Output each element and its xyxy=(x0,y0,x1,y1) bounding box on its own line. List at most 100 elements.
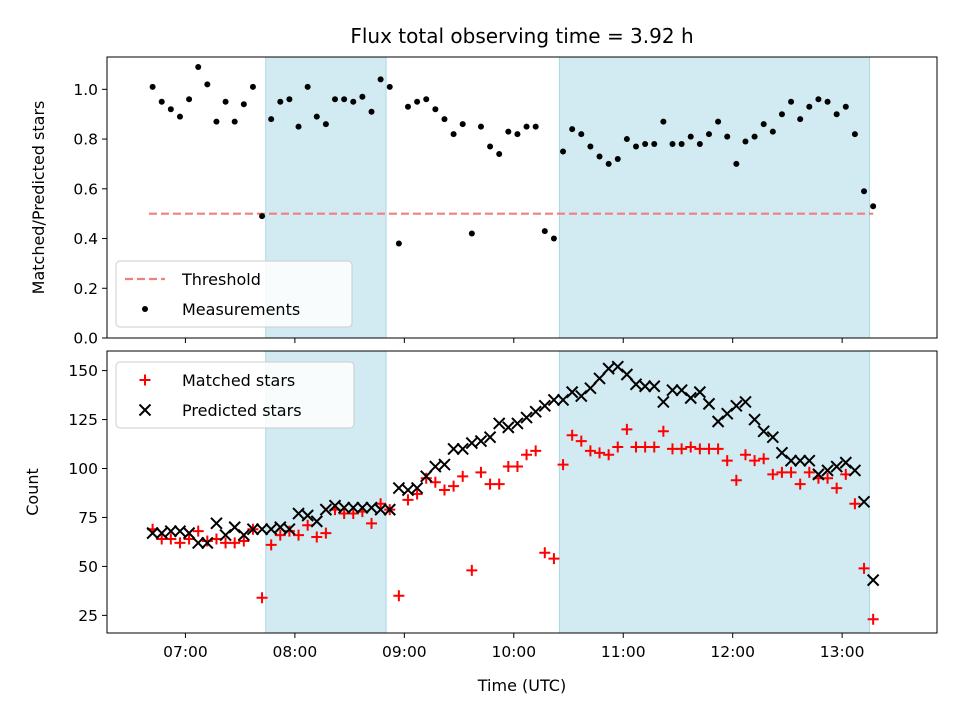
legend-measurement-swatch xyxy=(142,306,148,312)
matched-point xyxy=(849,498,861,510)
y-axis-title: Matched/Predicted stars xyxy=(29,101,48,295)
matched-point xyxy=(311,531,323,543)
matched-point xyxy=(749,455,761,467)
predicted-point xyxy=(830,460,843,473)
measurement-point xyxy=(742,138,749,145)
predicted-point xyxy=(356,501,369,514)
matched-point xyxy=(256,592,268,604)
predicted-point xyxy=(210,517,223,530)
predicted-point xyxy=(328,499,342,512)
measurement-point xyxy=(368,108,375,115)
y-axis-title: Count xyxy=(23,468,42,516)
matched-point xyxy=(794,478,806,490)
predicted-point xyxy=(766,430,780,444)
matched-point xyxy=(229,537,241,549)
predicted-point xyxy=(337,501,351,514)
predicted-point xyxy=(629,378,643,391)
predicted-point xyxy=(739,395,752,409)
matched-point xyxy=(739,449,751,461)
measurement-point xyxy=(332,96,339,103)
measurement-point xyxy=(359,93,366,100)
measurement-point xyxy=(496,150,503,157)
predicted-point xyxy=(319,503,333,516)
measurement-point xyxy=(149,83,156,90)
measurement-point xyxy=(213,118,220,125)
predicted-point xyxy=(821,464,834,477)
matched-point xyxy=(265,539,277,551)
matched-point xyxy=(393,590,405,602)
predicted-point xyxy=(602,362,615,375)
predicted-point xyxy=(310,515,323,528)
matched-point xyxy=(493,478,505,490)
measurement-point xyxy=(614,155,621,162)
measurement-point xyxy=(441,116,448,123)
measurement-point xyxy=(222,98,229,105)
matched-point xyxy=(238,535,250,547)
measurement-point xyxy=(468,230,475,237)
measurement-point xyxy=(687,133,694,140)
predicted-point xyxy=(173,524,187,538)
legend-predicted-swatch xyxy=(138,403,152,417)
predicted-point xyxy=(593,372,606,385)
measurement-point xyxy=(569,126,576,133)
predicted-point xyxy=(383,503,396,516)
predicted-point xyxy=(584,382,597,395)
measurement-point xyxy=(259,213,266,220)
matched-point xyxy=(375,498,387,510)
matched-point xyxy=(429,476,441,488)
matched-point xyxy=(274,529,286,541)
predicted-point xyxy=(365,501,378,514)
matched-point xyxy=(293,529,305,541)
measurement-point xyxy=(395,240,402,247)
predicted-point xyxy=(511,417,524,430)
measurement-point xyxy=(322,121,329,128)
predicted-point xyxy=(866,573,880,587)
predicted-point xyxy=(392,481,406,495)
predicted-point xyxy=(164,524,178,538)
measurement-point xyxy=(769,128,776,135)
ratio-panel: 0.0 0.2 0.4 0.6 0.8 1.0 Matched/Predicted star… xyxy=(29,56,938,348)
matched-point xyxy=(858,562,870,574)
measurement-point xyxy=(651,141,658,148)
predicted-point xyxy=(730,399,743,413)
matched-point xyxy=(566,429,578,441)
shaded-interval xyxy=(558,351,871,633)
matched-point xyxy=(584,445,596,457)
measurement-point xyxy=(870,203,877,210)
legend-box xyxy=(115,260,353,328)
axes-frame xyxy=(106,56,938,339)
matched-point xyxy=(575,435,587,447)
y-tick-label: 75 xyxy=(78,509,98,527)
matched-point xyxy=(867,613,879,625)
legend-label: Measurements xyxy=(182,300,300,319)
predicted-point xyxy=(283,523,296,536)
x-tick-label: 10:00 xyxy=(491,643,536,661)
measurement-point xyxy=(623,136,630,143)
predicted-point xyxy=(502,421,515,434)
measurement-point xyxy=(751,133,758,140)
matched-point xyxy=(712,443,724,455)
y-tick-label: 50 xyxy=(78,558,98,576)
matched-point xyxy=(594,447,606,459)
measurement-point xyxy=(760,121,767,128)
predicted-point xyxy=(648,380,661,393)
predicted-point xyxy=(693,385,707,399)
measurement-point xyxy=(733,160,740,167)
y-tick-label: 0.2 xyxy=(73,280,98,298)
matched-point xyxy=(201,535,213,547)
predicted-point xyxy=(702,397,716,411)
predicted-point xyxy=(301,509,314,522)
measurement-point xyxy=(477,123,484,130)
measurement-point xyxy=(414,98,421,105)
measurement-point xyxy=(350,98,357,105)
measurement-point xyxy=(167,106,174,113)
matched-point xyxy=(548,553,560,565)
measurement-point xyxy=(797,116,804,123)
measurement-point xyxy=(277,98,284,105)
matched-point xyxy=(210,533,222,545)
predicted-point xyxy=(429,460,442,473)
predicted-point xyxy=(347,501,360,514)
measurement-point xyxy=(724,133,731,140)
matched-point xyxy=(803,466,815,478)
matched-point xyxy=(183,533,195,545)
